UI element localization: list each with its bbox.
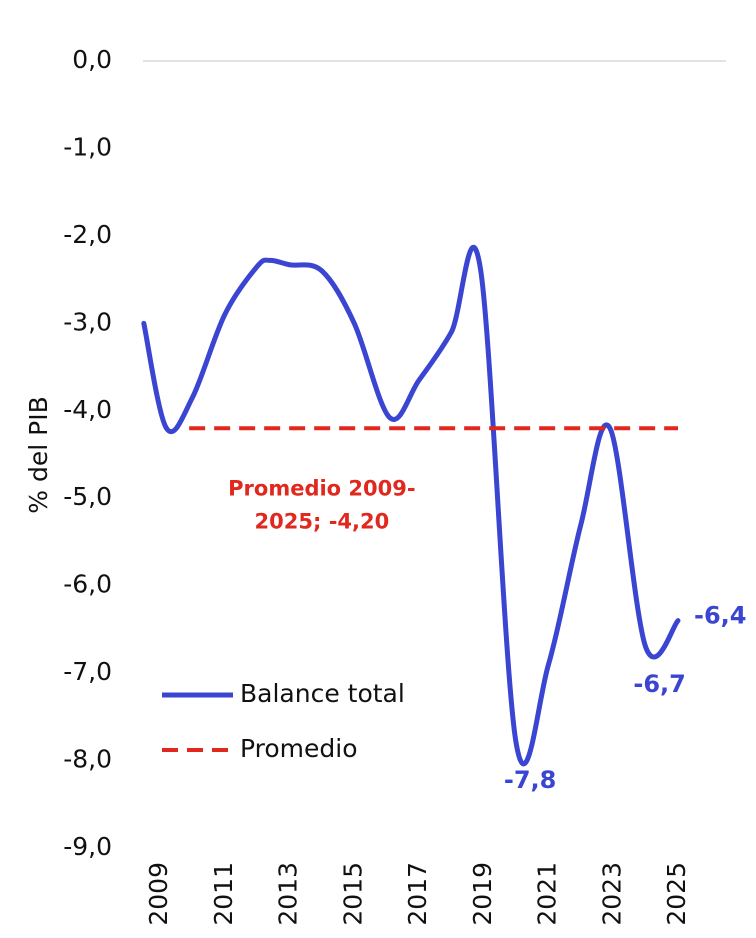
annotation: 2025; -4,20 — [255, 509, 390, 533]
y-tick-label: -5,0 — [63, 482, 112, 511]
x-tick-label: 2017 — [403, 862, 432, 926]
legend-label: Balance total — [240, 679, 405, 708]
y-tick-label: -3,0 — [63, 307, 112, 336]
data-label: -7,8 — [504, 766, 556, 794]
y-tick-label: -8,0 — [63, 745, 112, 774]
y-tick-label: -6,0 — [63, 570, 112, 599]
x-tick-label: 2013 — [274, 862, 303, 926]
line — [141, 245, 681, 767]
y-tick-label: -1,0 — [63, 132, 112, 161]
x-tick-label: 2011 — [209, 862, 238, 926]
y-tick-label: -2,0 — [63, 220, 112, 249]
x-tick-label: 2023 — [597, 862, 626, 926]
y-tick-label: -7,0 — [63, 657, 112, 686]
x-tick-label: 2015 — [338, 862, 367, 926]
y-axis-label: % del PIB — [24, 396, 53, 513]
x-tick-label: 2025 — [662, 862, 691, 926]
x-tick-label: 2009 — [144, 862, 173, 926]
legend-label: Promedio — [240, 734, 358, 763]
annotation: Promedio 2009- — [228, 476, 415, 500]
y-tick-label: 0,0 — [72, 45, 112, 74]
y-tick-label: -4,0 — [63, 395, 112, 424]
x-tick-label: 2019 — [468, 862, 497, 926]
y-tick-label: -9,0 — [63, 832, 112, 861]
data-label: -6,4 — [694, 602, 746, 630]
data-label: -6,7 — [633, 670, 685, 698]
x-tick-label: 2021 — [533, 862, 562, 926]
